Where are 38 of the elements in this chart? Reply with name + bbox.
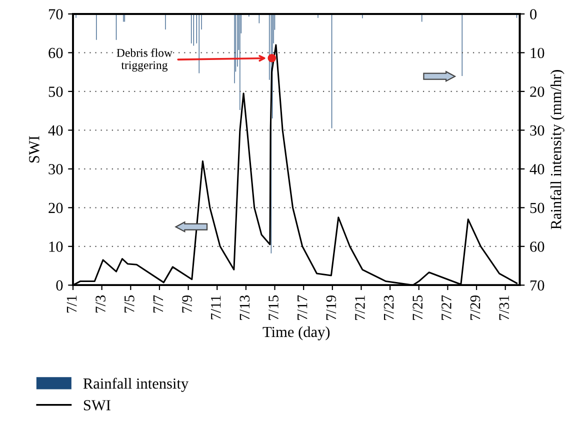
y-tick-label: 70	[49, 9, 63, 20]
y2-tick-label: 60	[530, 242, 544, 252]
y2-tick-label: 50	[530, 202, 544, 214]
annotation: Debris flow triggering	[116, 48, 172, 72]
x-tick-label: 7/21	[355, 296, 365, 320]
y2-axis-title: Rainfall intensity (mm/hr)	[550, 70, 564, 230]
legend-label: Rainfall intensity	[83, 378, 189, 392]
legend-label: SWI	[84, 400, 110, 410]
y2-tick-label: 40	[530, 164, 544, 174]
x-tick-label: 7/29	[470, 295, 480, 320]
y-axis-title: SWI	[29, 136, 40, 163]
x-tick-label: 7/13	[240, 295, 250, 320]
x-tick-label: 7/25	[412, 295, 423, 320]
y-tick-label: 40	[48, 125, 63, 136]
x-tick-label: 7/3	[96, 295, 106, 313]
x-tick-label: 7/5	[124, 295, 134, 313]
x-tick-label: 7/23	[384, 295, 394, 320]
x-tick-label: 7/27	[442, 295, 452, 320]
x-tick-label: 7/11	[210, 296, 221, 320]
y-tick-label: 50	[48, 86, 63, 97]
y2-tick-label: 0	[530, 9, 537, 20]
y-tick-label: 20	[48, 202, 63, 214]
x-tick-label: 7/15	[268, 295, 278, 320]
y2-tick-label: 30	[530, 125, 544, 136]
y2-tick-label: 70	[530, 280, 544, 291]
x-tick-label: 7/7	[153, 295, 164, 313]
y2-tick-label: 10	[530, 48, 544, 58]
y-tick-label: 60	[48, 48, 63, 58]
y2-tick-label: 20	[530, 86, 544, 97]
y-tick-label: 30	[48, 164, 63, 174]
x-axis-title: Time (day)	[262, 326, 330, 340]
x-tick-label: 7/9	[182, 295, 192, 313]
y-tick-label: 0	[56, 280, 63, 291]
x-tick-label: 7/1	[66, 296, 77, 313]
x-tick-label: 7/17	[297, 295, 308, 320]
x-tick-label: 7/19	[326, 295, 336, 320]
x-tick-label: 7/31	[499, 296, 509, 320]
y-tick-label: 10	[49, 242, 63, 252]
